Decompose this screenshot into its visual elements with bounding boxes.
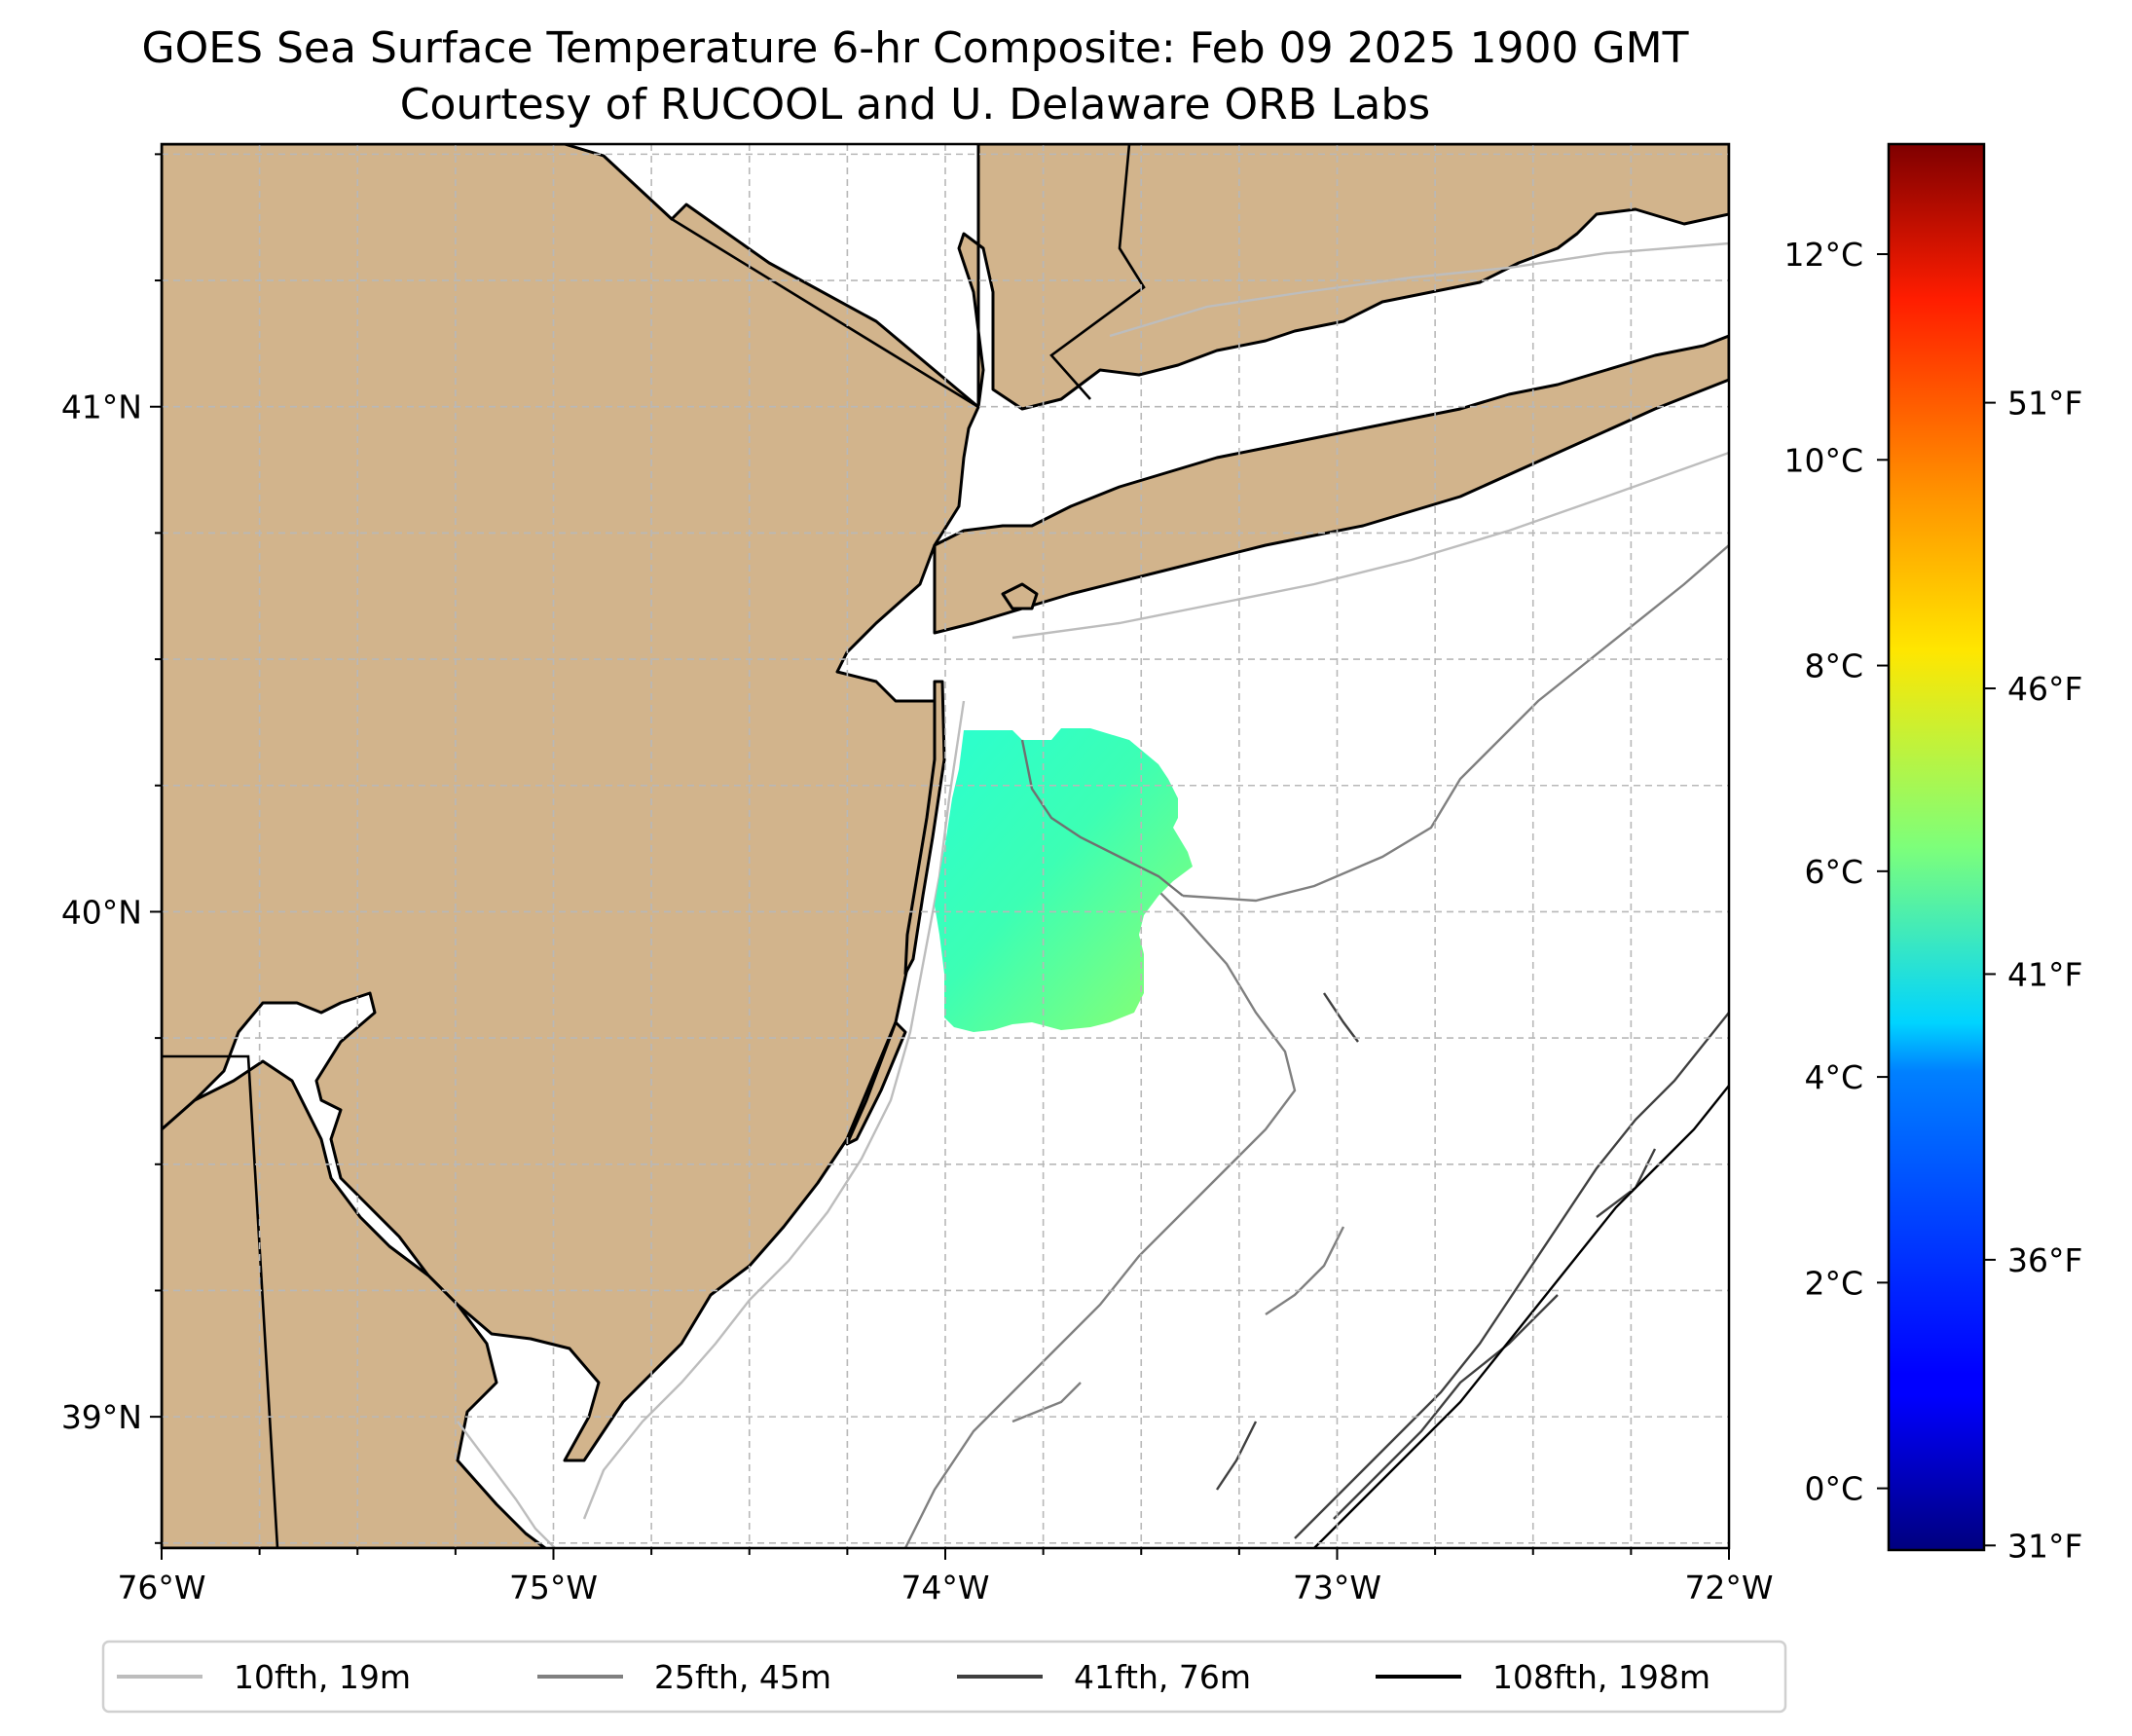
legend-item-41fth: 41fth, 76m bbox=[957, 1658, 1251, 1696]
celsius-tick-label: 2°C bbox=[1804, 1264, 1863, 1302]
map-subtitle: Courtesy of RUCOOL and U. Delaware ORB L… bbox=[400, 80, 1430, 129]
x-tick-label: 75°W bbox=[509, 1569, 598, 1607]
celsius-tick-label: 6°C bbox=[1804, 853, 1863, 891]
graticule bbox=[162, 144, 1729, 1548]
contour-10fth bbox=[457, 241, 1729, 1548]
legend-label-108fth: 108fth, 198m bbox=[1492, 1658, 1710, 1696]
colorbar-fahrenheit-ticks: 31°F 36°F 41°F 46°F 51°F bbox=[1984, 385, 2082, 1565]
legend-label-41fth: 41fth, 76m bbox=[1074, 1658, 1251, 1696]
legend-label-25fth: 25fth, 45m bbox=[654, 1658, 831, 1696]
map-title: GOES Sea Surface Temperature 6-hr Compos… bbox=[142, 23, 1689, 73]
colorbar-celsius-ticks: 0°C 2°C 4°C 6°C 8°C 10°C 12°C bbox=[1783, 236, 1889, 1508]
x-tick-label: 72°W bbox=[1684, 1569, 1773, 1607]
contour-108fth bbox=[1313, 1085, 1729, 1548]
map-area[interactable] bbox=[162, 144, 1729, 1548]
legend-item-10fth: 10fth, 19m bbox=[117, 1658, 411, 1696]
land-staten-island bbox=[1001, 582, 1039, 610]
celsius-tick-label: 0°C bbox=[1804, 1470, 1863, 1508]
fahrenheit-tick-label: 31°F bbox=[2007, 1527, 2082, 1565]
legend-item-25fth: 25fth, 45m bbox=[537, 1658, 831, 1696]
land-new-jersey bbox=[162, 144, 980, 1462]
fahrenheit-tick-label: 46°F bbox=[2007, 670, 2082, 708]
y-tick-label: 40°N bbox=[61, 893, 142, 931]
land-long-island bbox=[933, 334, 1729, 635]
barrier-island bbox=[903, 680, 946, 976]
fahrenheit-tick-label: 51°F bbox=[2007, 385, 2082, 423]
legend-label-10fth: 10fth, 19m bbox=[234, 1658, 411, 1696]
x-tick-label: 73°W bbox=[1293, 1569, 1381, 1607]
fahrenheit-tick-label: 41°F bbox=[2007, 955, 2082, 993]
legend-item-108fth: 108fth, 198m bbox=[1376, 1658, 1710, 1696]
celsius-tick-label: 12°C bbox=[1783, 236, 1863, 274]
fahrenheit-tick-label: 36°F bbox=[2007, 1241, 2082, 1279]
state-border-ny-ct bbox=[1049, 144, 1146, 400]
x-tick-label: 74°W bbox=[901, 1569, 989, 1607]
colorbar-frame bbox=[1887, 142, 1986, 1552]
state-border-pa-de bbox=[162, 1054, 279, 1548]
latitude-axis: 41°N 40°N 39°N bbox=[61, 153, 162, 1544]
sst-data-patch bbox=[935, 728, 1193, 1032]
longitude-axis: 76°W 75°W 74°W 73°W 72°W bbox=[117, 1548, 1774, 1607]
colorbar-gradient bbox=[1889, 144, 1984, 1550]
celsius-tick-label: 4°C bbox=[1804, 1058, 1863, 1096]
colorbar: 0°C 2°C 4°C 6°C 8°C 10°C 12°C 31°F 36°F 41°F 46°F… bbox=[1783, 142, 2082, 1565]
celsius-tick-label: 10°C bbox=[1783, 441, 1863, 479]
y-tick-label: 39°N bbox=[61, 1398, 142, 1436]
legend: 10fth, 19m 25fth, 45m 41fth, 76m 108fth,… bbox=[101, 1640, 1787, 1714]
contour-25fth-over-patch bbox=[1020, 739, 1184, 897]
state-border-ny-nj bbox=[671, 217, 979, 409]
land-new-york bbox=[957, 144, 1729, 411]
barrier-island-south bbox=[845, 1020, 907, 1146]
y-tick-label: 41°N bbox=[61, 388, 142, 426]
legend-box bbox=[101, 1640, 1787, 1714]
x-tick-label: 76°W bbox=[117, 1569, 205, 1607]
celsius-tick-label: 8°C bbox=[1804, 647, 1863, 685]
